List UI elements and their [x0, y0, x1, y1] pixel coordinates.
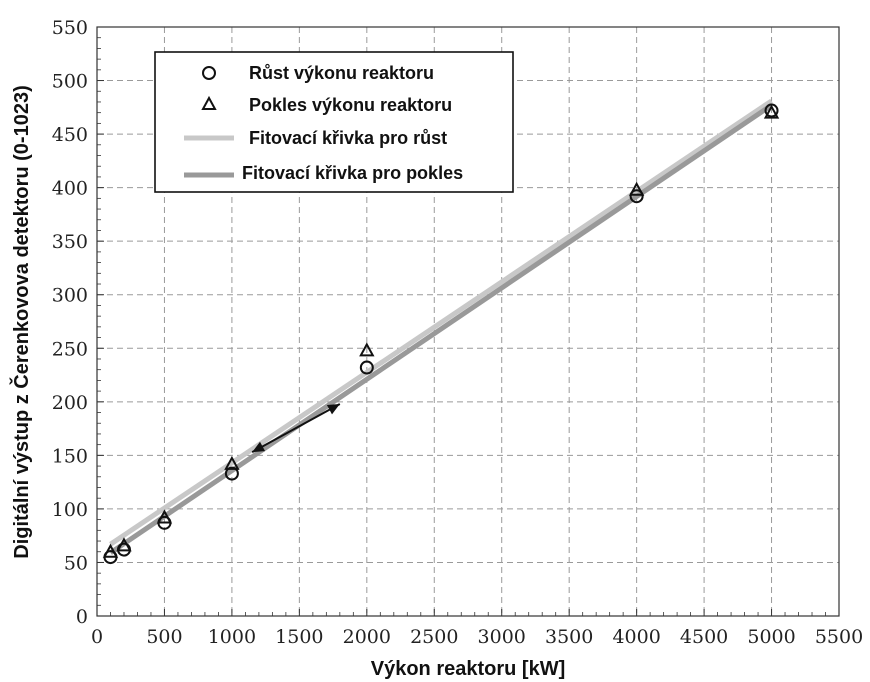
y-tick-label: 100 [52, 499, 88, 521]
x-tick-label: 500 [146, 626, 182, 648]
y-tick-label: 500 [52, 71, 88, 93]
y-tick-label: 550 [52, 17, 88, 39]
x-tick-label: 1500 [275, 626, 323, 648]
x-tick-label: 5500 [815, 626, 863, 648]
x-tick-label: 4000 [612, 626, 660, 648]
y-tick-label: 200 [52, 392, 88, 414]
y-tick-label: 300 [52, 285, 88, 307]
legend-label-fit-rust: Fitovací křivka pro růst [249, 128, 447, 148]
y-tick-label: 50 [64, 552, 88, 574]
y-tick-label: 150 [52, 445, 88, 467]
x-tick-label: 5000 [747, 626, 795, 648]
x-tick-labels: 0 500 1000 1500 2000 2500 3000 3500 4000 4500 5000… [91, 626, 863, 648]
legend: Růst výkonu reaktoru Pokles výkonu reakt… [155, 52, 513, 192]
y-tick-label: 0 [76, 606, 88, 628]
x-tick-label: 3000 [478, 626, 526, 648]
legend-label-rust: Růst výkonu reaktoru [249, 63, 434, 83]
y-tick-label: 250 [52, 338, 88, 360]
x-tick-label: 4500 [680, 626, 728, 648]
legend-label-pokles: Pokles výkonu reaktoru [249, 95, 452, 115]
legend-label-fit-pokles: Fitovací křivka pro pokles [242, 163, 463, 183]
x-tick-label: 2500 [410, 626, 458, 648]
y-tick-label: 400 [52, 178, 88, 200]
y-tick-label: 350 [52, 231, 88, 253]
x-tick-label: 2000 [343, 626, 391, 648]
y-tick-label: 450 [52, 124, 88, 146]
x-tick-label: 3500 [545, 626, 593, 648]
x-tick-label: 0 [91, 626, 103, 648]
x-tick-label: 1000 [208, 626, 256, 648]
x-axis-title: Výkon reaktoru [kW] [371, 658, 565, 680]
y-axis-title: Digitální výstup z Čerenkovova detektoru… [9, 85, 33, 558]
